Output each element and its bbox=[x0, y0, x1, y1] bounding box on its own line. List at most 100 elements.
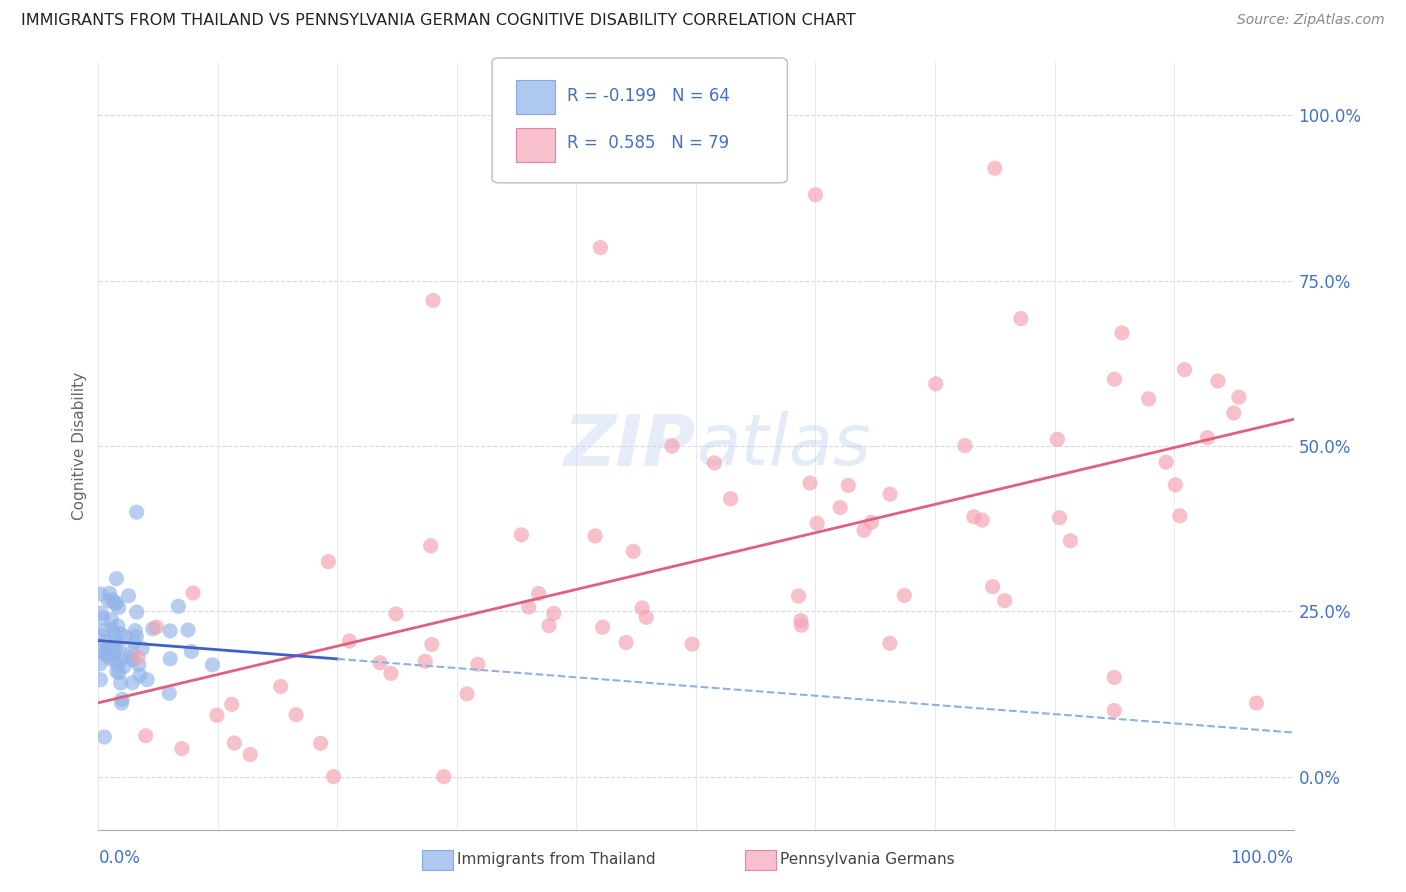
Point bbox=[103, 648, 125, 662]
Point bbox=[963, 509, 986, 524]
Point bbox=[131, 641, 153, 656]
Point bbox=[157, 686, 180, 700]
Point bbox=[104, 641, 127, 656]
Point bbox=[853, 524, 876, 538]
Point bbox=[631, 601, 654, 615]
Point bbox=[1164, 478, 1187, 492]
Text: 100.0%: 100.0% bbox=[1230, 849, 1294, 867]
Point bbox=[517, 600, 540, 615]
Point bbox=[614, 635, 637, 649]
Point bbox=[105, 657, 128, 671]
Point bbox=[120, 646, 142, 660]
Point bbox=[799, 476, 821, 491]
Point bbox=[145, 620, 167, 634]
Point bbox=[703, 456, 725, 470]
Point bbox=[177, 623, 200, 637]
Text: atlas: atlas bbox=[696, 411, 870, 481]
Point bbox=[167, 599, 190, 614]
Point bbox=[419, 539, 441, 553]
Text: IMMIGRANTS FROM THAILAND VS PENNSYLVANIA GERMAN COGNITIVE DISABILITY CORRELATION: IMMIGRANTS FROM THAILAND VS PENNSYLVANIA… bbox=[21, 13, 856, 29]
Point bbox=[125, 605, 148, 619]
Point bbox=[128, 668, 150, 682]
Point bbox=[1111, 326, 1133, 340]
Point bbox=[925, 376, 948, 391]
Point bbox=[790, 614, 813, 628]
Point bbox=[1154, 455, 1177, 469]
Point bbox=[94, 634, 117, 648]
Point bbox=[433, 770, 456, 784]
Point bbox=[101, 622, 124, 636]
Point bbox=[239, 747, 262, 762]
Point bbox=[467, 657, 489, 672]
Point bbox=[1059, 533, 1081, 548]
Point bbox=[170, 741, 193, 756]
Point bbox=[101, 648, 124, 662]
Point bbox=[420, 638, 443, 652]
Point bbox=[96, 644, 118, 658]
Point bbox=[108, 665, 131, 680]
Point bbox=[89, 673, 111, 687]
Point bbox=[112, 659, 135, 673]
Point bbox=[790, 618, 813, 632]
Point bbox=[681, 637, 703, 651]
Point bbox=[720, 491, 742, 506]
Point bbox=[1046, 432, 1069, 446]
Point bbox=[879, 636, 901, 650]
Text: R = -0.199   N = 64: R = -0.199 N = 64 bbox=[567, 87, 730, 104]
Point bbox=[111, 692, 134, 706]
Point bbox=[124, 624, 146, 638]
Point bbox=[1246, 696, 1268, 710]
Point bbox=[621, 544, 644, 558]
Point bbox=[661, 439, 683, 453]
Point bbox=[136, 673, 159, 687]
Point bbox=[159, 624, 181, 638]
Point bbox=[110, 676, 132, 690]
Point bbox=[93, 624, 115, 638]
Point bbox=[1206, 374, 1229, 388]
Point bbox=[93, 730, 115, 744]
Point bbox=[583, 529, 606, 543]
Point bbox=[285, 707, 308, 722]
Point bbox=[100, 613, 122, 627]
Point bbox=[527, 586, 550, 600]
Point bbox=[456, 687, 478, 701]
Y-axis label: Cognitive Disability: Cognitive Disability bbox=[72, 372, 87, 520]
Point bbox=[125, 505, 148, 519]
Point bbox=[1168, 508, 1191, 523]
Point bbox=[120, 650, 142, 665]
Point bbox=[97, 640, 120, 654]
Point bbox=[953, 439, 976, 453]
Text: Source: ZipAtlas.com: Source: ZipAtlas.com bbox=[1237, 13, 1385, 28]
Point bbox=[97, 649, 120, 664]
Point bbox=[636, 610, 658, 624]
Point bbox=[804, 187, 827, 202]
Point bbox=[318, 555, 340, 569]
Point bbox=[91, 611, 114, 625]
Point bbox=[108, 642, 131, 657]
Point bbox=[101, 593, 124, 607]
Point bbox=[806, 516, 828, 531]
Point bbox=[97, 593, 120, 607]
Point bbox=[984, 161, 1007, 176]
Point bbox=[110, 653, 132, 667]
Point bbox=[322, 770, 344, 784]
Point bbox=[110, 696, 132, 710]
Point bbox=[422, 293, 444, 308]
Point bbox=[90, 606, 112, 620]
Point bbox=[589, 241, 612, 255]
Point bbox=[142, 622, 165, 636]
Point bbox=[1227, 390, 1250, 404]
Point bbox=[837, 478, 859, 492]
Point bbox=[994, 593, 1017, 607]
Point bbox=[270, 680, 292, 694]
Point bbox=[1104, 704, 1126, 718]
Point bbox=[1137, 392, 1160, 406]
Point bbox=[543, 607, 565, 621]
Point bbox=[1104, 372, 1126, 386]
Point bbox=[104, 596, 127, 610]
Point bbox=[1049, 510, 1071, 524]
Point bbox=[105, 665, 128, 679]
Point bbox=[121, 675, 143, 690]
Point bbox=[970, 513, 993, 527]
Point bbox=[860, 516, 883, 530]
